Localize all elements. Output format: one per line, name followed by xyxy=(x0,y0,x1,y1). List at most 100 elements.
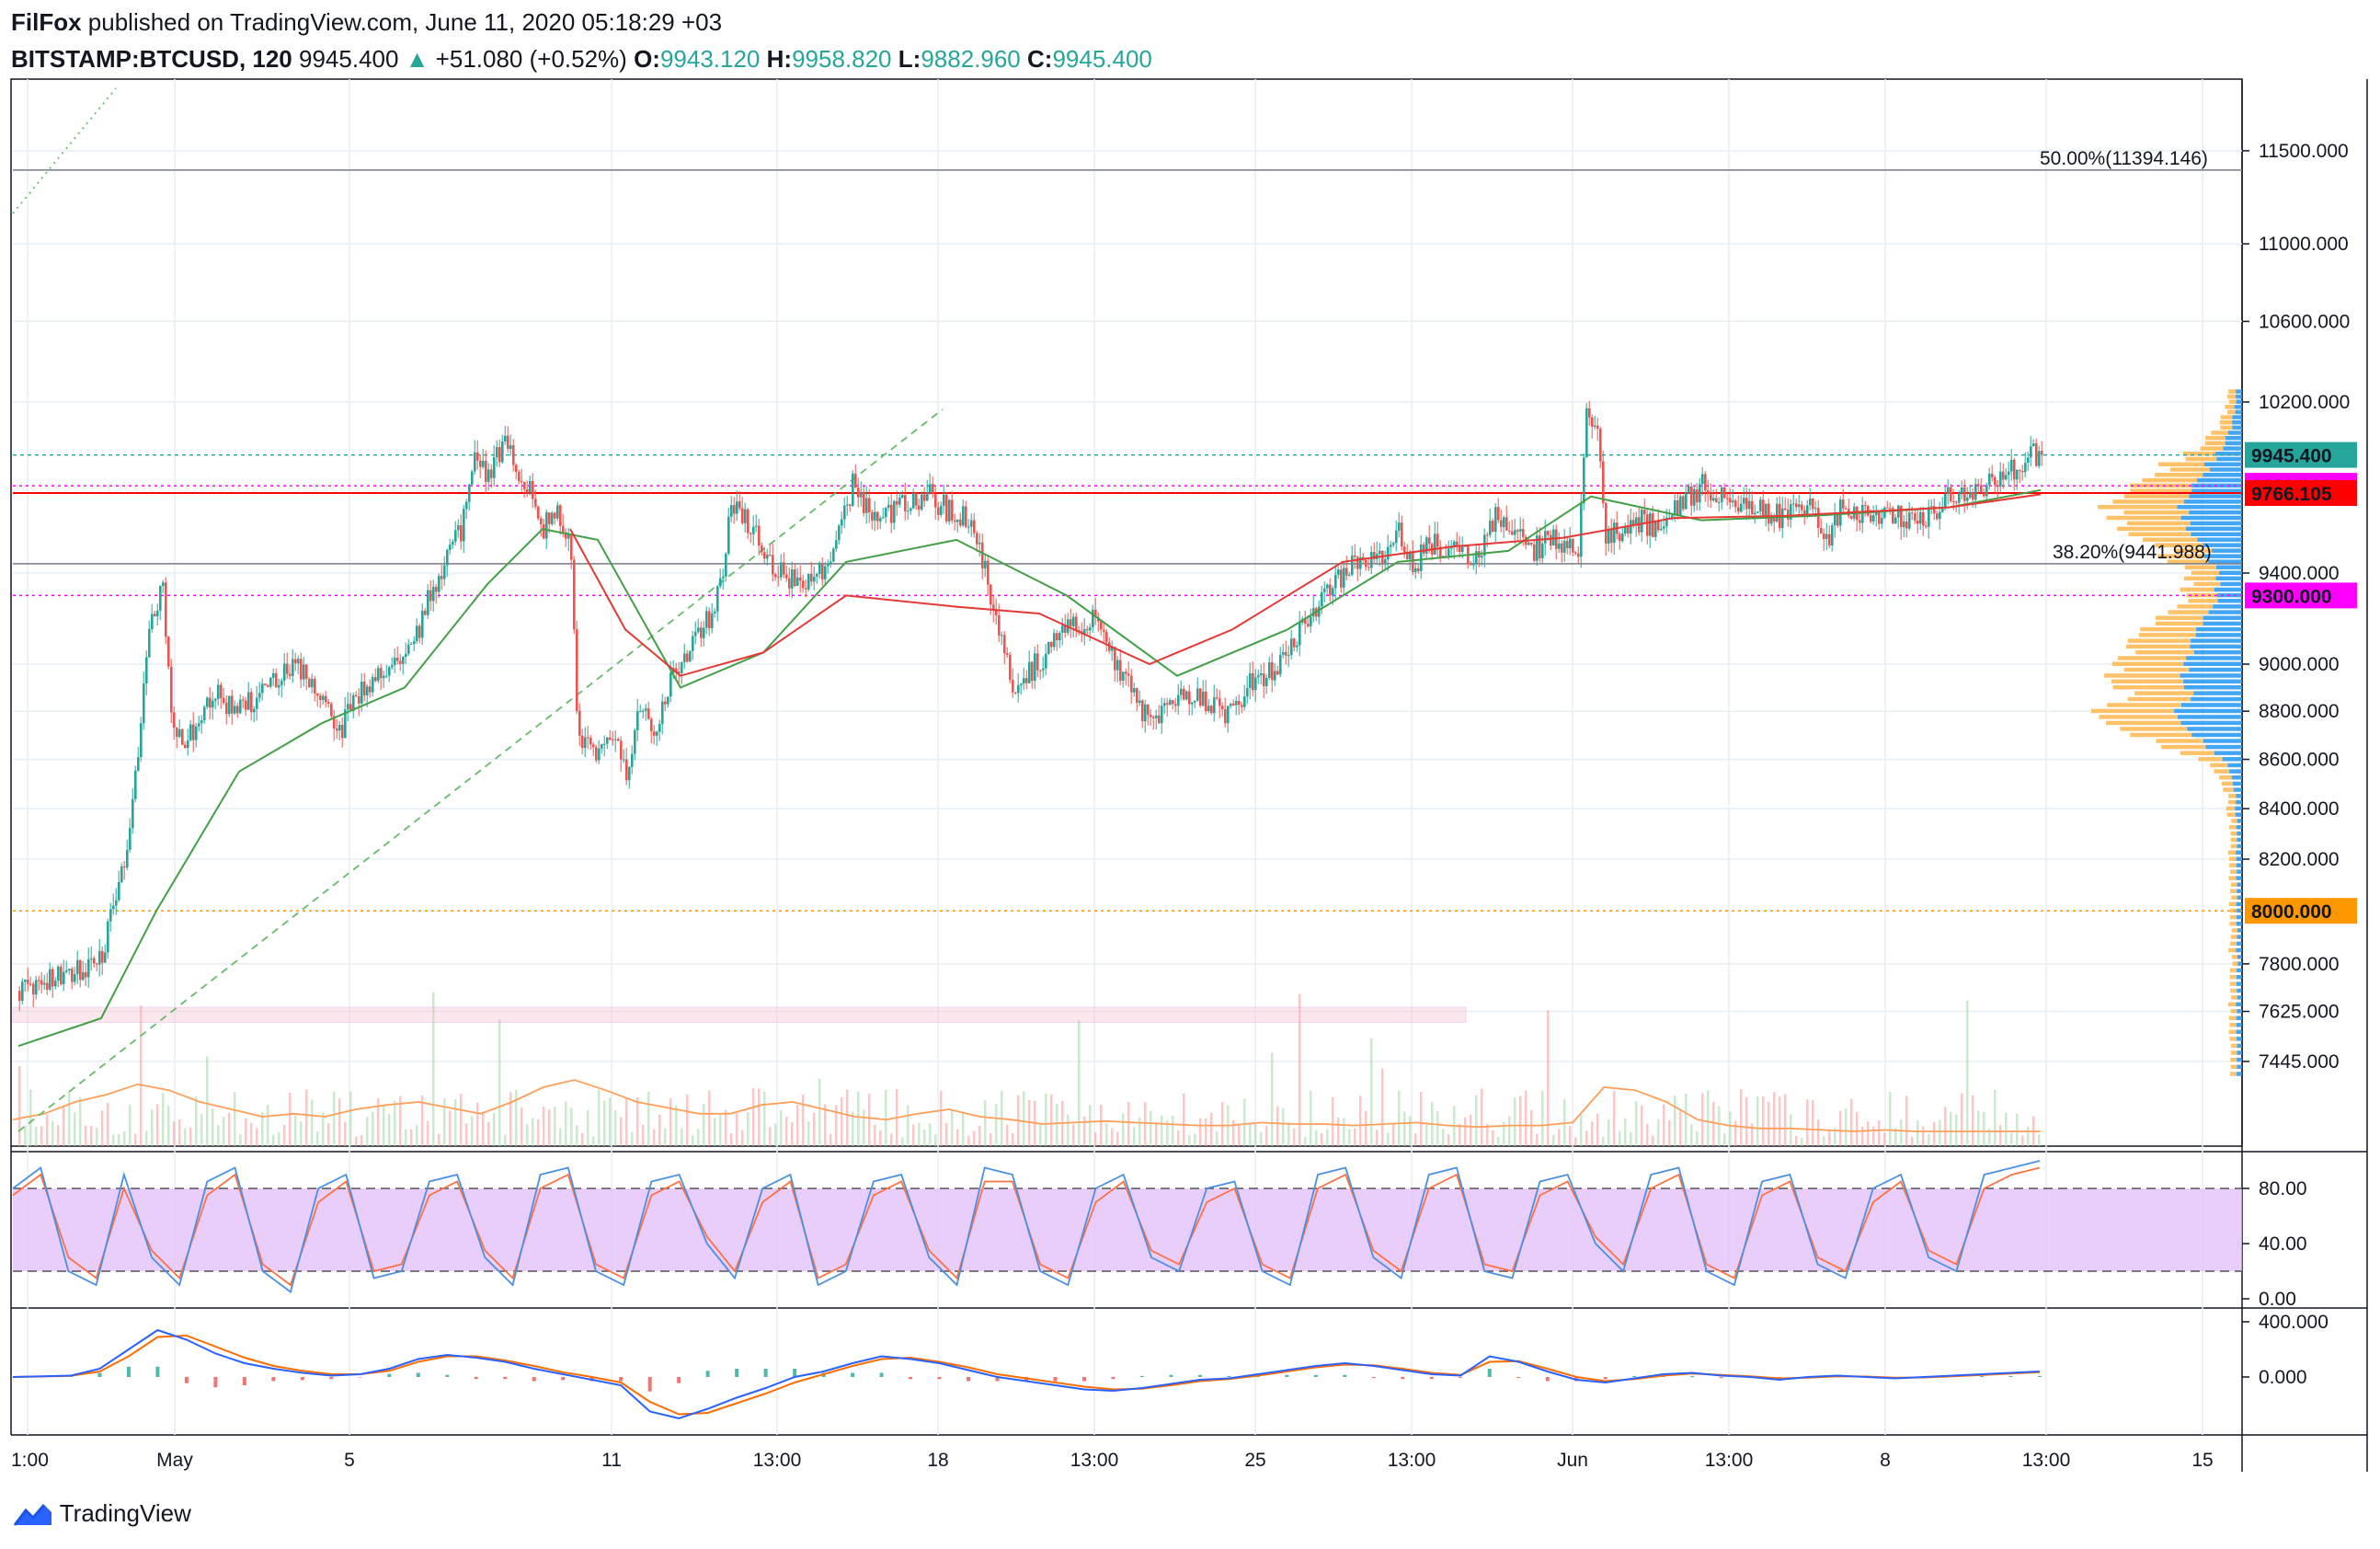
candle-body xyxy=(1974,484,1977,500)
volume-bar xyxy=(416,1125,418,1146)
macd-histogram-bar xyxy=(1603,1377,1608,1380)
volume-bar xyxy=(162,1093,165,1146)
candle-body xyxy=(338,725,341,731)
volume-bar xyxy=(250,1122,253,1146)
price-tick-label: 8400.000 xyxy=(2259,798,2340,820)
volume-bar xyxy=(460,1094,463,1146)
volume-bar xyxy=(1089,1105,1092,1146)
vp-sell-bar xyxy=(2090,708,2175,714)
candle-body xyxy=(1285,651,1287,656)
candle-body xyxy=(374,677,377,682)
candle-body xyxy=(1765,503,1768,518)
volume-bar xyxy=(923,1129,926,1146)
vp-sell-bar xyxy=(2230,843,2237,849)
candle-body xyxy=(1911,512,1914,514)
candle-body xyxy=(1941,507,1944,512)
candle-body xyxy=(1621,534,1624,542)
candle-body xyxy=(1274,671,1276,681)
candle-body xyxy=(543,523,545,539)
vp-buy-bar xyxy=(2191,696,2242,702)
candle-body xyxy=(1202,691,1205,706)
candle-body xyxy=(1627,526,1630,534)
candle-body xyxy=(162,582,165,587)
range-box xyxy=(12,1006,1467,1024)
candle-body xyxy=(1870,515,1872,522)
candle-body xyxy=(578,710,581,736)
candle-body xyxy=(1955,501,1958,503)
volume-bar xyxy=(1321,1132,1323,1146)
author-name[interactable]: FilFox xyxy=(11,8,82,36)
candle-body xyxy=(669,672,672,697)
vp-buy-bar xyxy=(2233,787,2242,792)
volume-bar xyxy=(1790,1114,1792,1146)
volume-bar xyxy=(1387,1132,1390,1146)
volume-bar xyxy=(1414,1133,1417,1146)
candle-body xyxy=(132,798,134,829)
candle-body xyxy=(101,950,104,963)
candle-body xyxy=(885,508,887,518)
candle-body xyxy=(1547,531,1550,535)
candle-body xyxy=(716,586,719,612)
vp-buy-bar xyxy=(2183,661,2242,667)
volume-bar xyxy=(366,1117,369,1146)
candle-body xyxy=(1390,545,1392,547)
candle-body xyxy=(1092,609,1094,627)
volume-bar xyxy=(1751,1123,1754,1146)
candle-body xyxy=(1028,661,1031,683)
candle-body xyxy=(1585,407,1588,458)
candle-body xyxy=(744,509,747,523)
time-tick-label: 5 xyxy=(344,1450,355,1471)
candle-body xyxy=(311,678,314,688)
candle-body xyxy=(1632,520,1635,526)
vp-buy-bar xyxy=(2183,684,2242,690)
vp-buy-bar xyxy=(2236,825,2242,830)
candle-body xyxy=(1776,503,1779,522)
candle-body xyxy=(286,663,289,674)
candle-body xyxy=(1014,692,1017,694)
volume-bar xyxy=(101,1110,104,1146)
candle-body xyxy=(962,506,965,526)
candle-body xyxy=(1784,508,1787,511)
candle-body xyxy=(1293,638,1296,648)
macd-histogram-bar xyxy=(1719,1377,1723,1379)
vp-buy-bar xyxy=(2236,901,2242,907)
vp-sell-bar xyxy=(2230,1064,2237,1070)
candle-body xyxy=(890,504,893,523)
candle-body xyxy=(1365,559,1367,568)
volume-bar xyxy=(184,1128,187,1146)
volume-bar xyxy=(1591,1121,1594,1146)
volume-bar xyxy=(714,1118,716,1146)
candle-body xyxy=(1276,671,1279,675)
candle-body xyxy=(1773,516,1776,522)
macd-histogram-bar xyxy=(763,1369,768,1377)
macd-histogram-bar xyxy=(909,1377,913,1380)
footer-brand[interactable]: TradingView xyxy=(13,1499,191,1529)
candle-body xyxy=(1453,541,1456,547)
volume-bar xyxy=(1768,1102,1770,1146)
candle-body xyxy=(940,505,943,515)
vp-buy-bar xyxy=(2216,456,2242,462)
price-axis-labels: 11500.000 11000.000 10600.000 10200.000 9400… xyxy=(2242,141,2350,1073)
volume-bar xyxy=(1756,1096,1759,1146)
volume-bar xyxy=(990,1133,992,1146)
volume-bar xyxy=(890,1133,893,1146)
vp-buy-bar xyxy=(2208,559,2242,564)
vp-buy-bar xyxy=(2237,837,2242,843)
candle-body xyxy=(1268,662,1271,679)
candle-body xyxy=(656,731,658,736)
volume-bar xyxy=(1939,1119,1941,1146)
candle-body xyxy=(316,693,319,696)
price-tick-label: 8200.000 xyxy=(2259,849,2340,870)
candle-body xyxy=(1751,500,1754,515)
time-tick-label: 13:00 xyxy=(1388,1450,1436,1471)
vp-sell-bar xyxy=(2230,831,2237,836)
candle-body xyxy=(159,586,162,611)
candle-body xyxy=(1580,503,1583,557)
volume-bar xyxy=(1470,1114,1472,1146)
vp-buy-bar xyxy=(2236,876,2242,880)
candle-body xyxy=(1472,564,1475,566)
candle-body xyxy=(896,500,898,505)
candle-body xyxy=(1497,507,1500,521)
vp-buy-bar xyxy=(2226,435,2242,441)
